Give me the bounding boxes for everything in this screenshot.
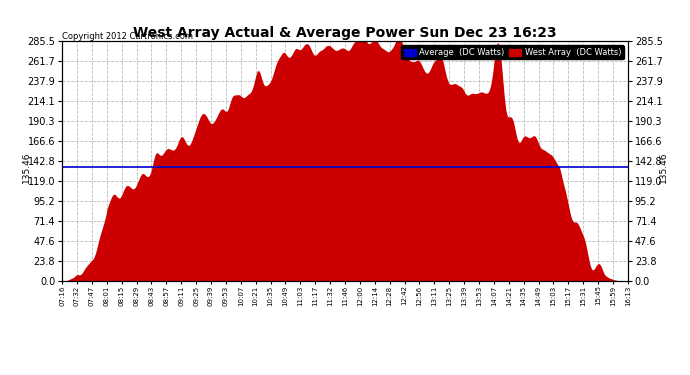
Text: Copyright 2012 Cartronics.com: Copyright 2012 Cartronics.com [62,32,193,40]
Title: West Array Actual & Average Power Sun Dec 23 16:23: West Array Actual & Average Power Sun De… [133,26,557,40]
Legend: Average  (DC Watts), West Array  (DC Watts): Average (DC Watts), West Array (DC Watts… [401,45,624,59]
Text: 135.46: 135.46 [659,152,668,183]
Text: 135.46: 135.46 [22,152,31,183]
